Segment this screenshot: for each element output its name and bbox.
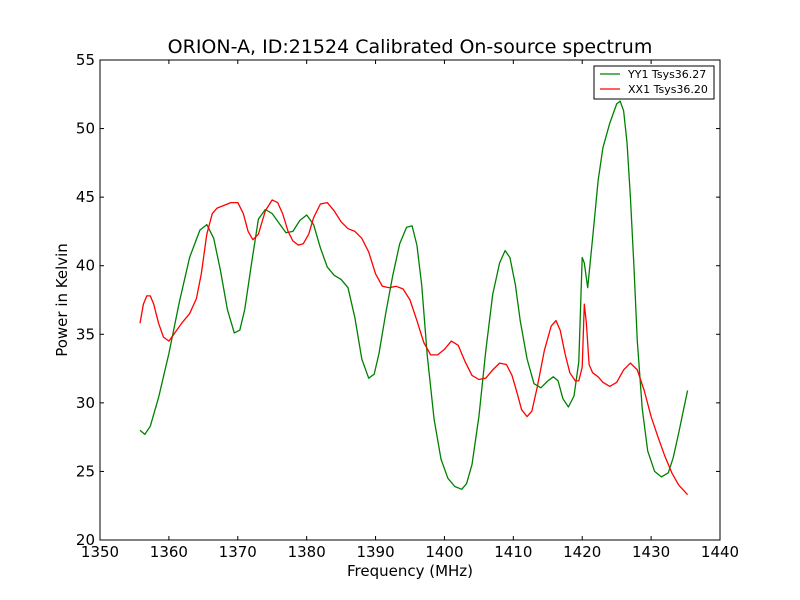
y-tick-label: 50 <box>76 120 95 138</box>
x-tick-label: 1440 <box>701 543 739 561</box>
tick-layer: 1350 1360 1370 1380 1390 1400 1410 1420 1430 1440… <box>76 51 739 561</box>
plot-area: 1350 1360 1370 1380 1390 1400 1410 1420 1430 1440… <box>76 51 739 561</box>
y-tick-label: 20 <box>76 531 95 549</box>
y-tick-label: 35 <box>76 325 95 343</box>
legend-label-yy1: YY1 Tsys36.27 <box>627 68 706 81</box>
legend: YY1 Tsys36.27 XX1 Tsys36.20 <box>593 65 715 100</box>
series-line-xx1-tsys36-20 <box>139 199 689 496</box>
legend-label-xx1: XX1 Tsys36.20 <box>628 83 708 96</box>
x-tick-label: 1350 <box>81 543 119 561</box>
series-line-yy1-tsys36-27 <box>139 100 689 490</box>
x-tick-label: 1400 <box>425 543 463 561</box>
x-tick-label: 1410 <box>494 543 532 561</box>
x-tick-label: 1390 <box>356 543 394 561</box>
x-tick-label: 1430 <box>632 543 670 561</box>
x-tick-label: 1360 <box>150 543 188 561</box>
y-tick-label: 30 <box>76 394 95 412</box>
series-layer <box>139 100 689 496</box>
x-tick-label: 1380 <box>288 543 326 561</box>
chart-title: ORION-A, ID:21524 Calibrated On-source s… <box>168 36 653 58</box>
x-tick-label: 1370 <box>219 543 257 561</box>
x-tick-label: 1420 <box>563 543 601 561</box>
x-axis-label: Frequency (MHz) <box>347 562 473 580</box>
legend-box <box>593 65 715 100</box>
y-tick-label: 55 <box>76 51 95 69</box>
y-tick-label: 25 <box>76 462 95 480</box>
y-tick-label: 45 <box>76 188 95 206</box>
y-tick-label: 40 <box>76 257 95 275</box>
y-axis-label: Power in Kelvin <box>53 243 71 357</box>
